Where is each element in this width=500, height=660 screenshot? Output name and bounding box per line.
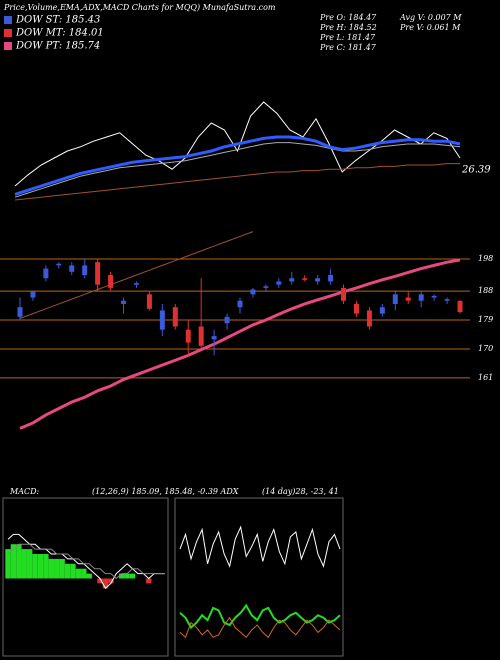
candle-body <box>237 300 243 308</box>
macd-values: (12,26,9) 185.09, 185.48, -0.39 ADX <box>92 487 239 496</box>
info-text: Pre H: 184.52 <box>319 23 377 32</box>
adx-frame <box>174 497 344 657</box>
volume-text: Pre V: 0.061 M <box>399 23 461 32</box>
histogram-bar <box>16 544 22 579</box>
candle-body <box>457 300 463 313</box>
histogram-bar <box>37 554 44 579</box>
series-line <box>14 142 461 198</box>
macd-frame <box>2 497 169 657</box>
annotation: 26.39 <box>461 165 491 176</box>
series-line <box>14 101 461 187</box>
y-tick-label: 188 <box>478 286 493 295</box>
series-line <box>14 135 461 196</box>
candle-body <box>353 303 359 314</box>
adx-values: (14 day)28, -23, 41 <box>262 487 339 496</box>
info-text: Pre C: 181.47 <box>319 43 377 52</box>
info-text: Pre O: 184.47 <box>319 13 377 22</box>
candle-body <box>211 336 217 340</box>
candle-body <box>56 263 62 266</box>
histogram-bar <box>102 578 109 589</box>
candle-body <box>392 294 398 304</box>
candle-body <box>315 278 321 282</box>
series-line <box>179 525 341 568</box>
candle-body <box>341 287 347 301</box>
candle-body <box>224 316 230 324</box>
candle-body <box>82 265 88 276</box>
candle-body <box>172 307 178 327</box>
histogram-bar <box>129 573 136 579</box>
legend-swatch <box>4 16 12 24</box>
candle-body <box>302 278 308 280</box>
candle-body <box>328 275 334 282</box>
y-tick-label: 179 <box>478 315 493 324</box>
histogram-bar <box>5 549 11 579</box>
histogram-bar <box>48 558 55 579</box>
histogram-bar <box>26 549 33 579</box>
candle-body <box>43 268 49 279</box>
histogram-bar <box>75 568 82 579</box>
histogram-bar <box>21 549 27 579</box>
histogram-bar <box>81 568 87 579</box>
candle-body <box>69 265 75 272</box>
histogram-bar <box>54 558 60 579</box>
candle-body <box>444 299 450 301</box>
candle-body <box>185 329 191 343</box>
candle-body <box>95 262 101 285</box>
candle-body <box>146 294 152 309</box>
histogram-bar <box>32 554 38 579</box>
histogram-bar <box>146 578 152 584</box>
histogram-bar <box>59 558 65 579</box>
legend-swatch <box>4 42 12 50</box>
candle-body <box>30 291 36 298</box>
legend-text: DOW PT: 185.74 <box>15 41 100 52</box>
candle-body <box>289 278 295 282</box>
candle-body <box>366 310 372 327</box>
y-tick-label: 198 <box>478 254 493 263</box>
histogram-bar <box>70 563 76 579</box>
legend-text: DOW ST: 185.43 <box>15 15 100 26</box>
candle-body <box>379 307 385 314</box>
macd-label: MACD: <box>9 487 40 496</box>
candle-body <box>108 275 114 288</box>
histogram-bar <box>10 544 17 579</box>
y-tick-label: 170 <box>478 344 493 353</box>
histogram-bar <box>108 578 114 584</box>
histogram-bar <box>97 578 103 584</box>
candle-body <box>159 310 165 330</box>
candle-body <box>405 297 411 301</box>
histogram-bar <box>86 573 92 579</box>
histogram-bar <box>124 573 130 579</box>
histogram-bar <box>118 573 125 579</box>
candle-body <box>263 286 269 288</box>
candle-body <box>17 307 23 317</box>
series-line <box>179 603 341 630</box>
y-tick-label: 161 <box>478 373 493 382</box>
candle-body <box>198 326 204 346</box>
histogram-bar <box>43 554 49 579</box>
series-line <box>179 616 341 639</box>
series-line <box>14 163 460 201</box>
info-text: Pre L: 181.47 <box>319 33 376 42</box>
volume-text: Avg V: 0.007 M <box>399 13 462 22</box>
candle-body <box>250 289 256 295</box>
series-line <box>7 533 165 590</box>
candle-body <box>431 295 437 298</box>
histogram-bar <box>64 563 71 579</box>
candle-body <box>418 294 424 301</box>
legend-text: DOW MT: 184.01 <box>15 28 104 39</box>
candle-body <box>121 300 127 304</box>
legend-swatch <box>4 29 12 37</box>
candle-body <box>276 281 282 285</box>
header-title: Price,Volume,EMA,ADX,MACD Charts for MQQ… <box>3 3 276 12</box>
series-line <box>19 231 254 319</box>
series-line <box>19 258 461 430</box>
series-line <box>7 543 165 580</box>
candle-body <box>133 283 139 285</box>
